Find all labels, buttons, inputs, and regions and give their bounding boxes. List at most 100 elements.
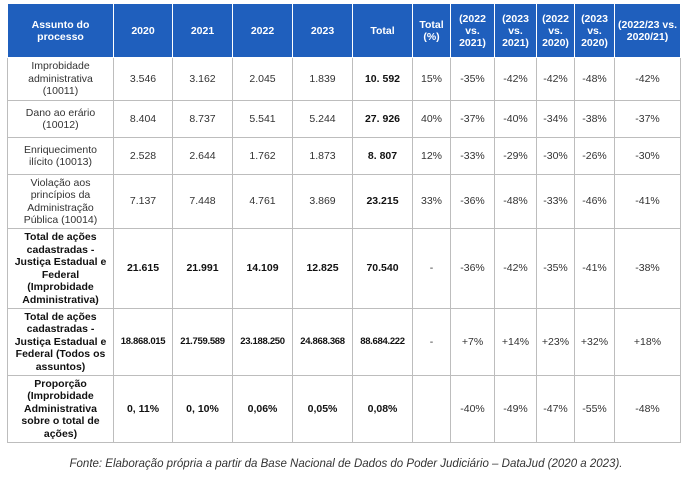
table-cell: 7.137 xyxy=(113,174,173,229)
row-label: Violação aos princípios da Administração… xyxy=(7,174,114,229)
row-label: Total de ações cadastradas - Justiça Est… xyxy=(7,308,114,376)
row-label: Enriquecimento ilícito (10013) xyxy=(7,137,114,175)
table-cell: 8. 807 xyxy=(352,137,413,175)
table-cell: 88.684.222 xyxy=(352,308,413,376)
table-cell: +18% xyxy=(614,308,681,376)
row-label: Total de ações cadastradas - Justiça Est… xyxy=(7,228,114,309)
table-cell: - xyxy=(412,228,451,309)
table-cell: 0,05% xyxy=(292,375,353,443)
table-cell: -38% xyxy=(614,228,681,309)
table-cell: 33% xyxy=(412,174,451,229)
table-cell: 5.541 xyxy=(232,100,293,138)
table-cell: 0, 11% xyxy=(113,375,173,443)
table-cell: -41% xyxy=(574,228,615,309)
table-cell: 15% xyxy=(412,57,451,101)
table-cell: -46% xyxy=(574,174,615,229)
table-cell: -48% xyxy=(494,174,537,229)
data-table-container: Assunto do processo 2020 2021 2022 2023 … xyxy=(7,3,681,443)
col-header: 2020 xyxy=(113,3,173,58)
table-cell: 70.540 xyxy=(352,228,413,309)
table-cell: -48% xyxy=(574,57,615,101)
table-cell: -42% xyxy=(494,57,537,101)
table-cell: 0,06% xyxy=(232,375,293,443)
table-cell: -48% xyxy=(614,375,681,443)
table-cell: -42% xyxy=(494,228,537,309)
table-cell: -40% xyxy=(450,375,495,443)
row-label: Improbidade administrativa (10011) xyxy=(7,57,114,101)
table-cell: -40% xyxy=(494,100,537,138)
table-cell: 24.868.368 xyxy=(292,308,353,376)
table-cell: -33% xyxy=(536,174,575,229)
table-cell: -36% xyxy=(450,228,495,309)
col-header: (2023 vs. 2021) xyxy=(494,3,537,58)
table-cell: - xyxy=(412,308,451,376)
col-header: (2023 vs. 2020) xyxy=(574,3,615,58)
table-cell: -42% xyxy=(536,57,575,101)
table-cell: 3.869 xyxy=(292,174,353,229)
table-cell: 40% xyxy=(412,100,451,138)
table-cell: 21.991 xyxy=(172,228,233,309)
table-cell: -34% xyxy=(536,100,575,138)
table-cell: 4.761 xyxy=(232,174,293,229)
col-header: Assunto do processo xyxy=(7,3,114,58)
table-cell: 21.615 xyxy=(113,228,173,309)
table-cell: -42% xyxy=(614,57,681,101)
col-header: (2022/23 vs. 2020/21) xyxy=(614,3,681,58)
table-cell: 2.045 xyxy=(232,57,293,101)
table-cell: -37% xyxy=(450,100,495,138)
improbidade-table: Assunto do processo 2020 2021 2022 2023 … xyxy=(7,3,681,443)
table-cell: 8.404 xyxy=(113,100,173,138)
table-cell: 8.737 xyxy=(172,100,233,138)
table-row: Total de ações cadastradas - Justiça Est… xyxy=(7,228,681,309)
source-note: Fonte: Elaboração própria a partir da Ba… xyxy=(69,458,623,470)
table-row: Improbidade administrativa (10011) 3.546… xyxy=(7,57,681,101)
table-cell: 12.825 xyxy=(292,228,353,309)
table-cell: +32% xyxy=(574,308,615,376)
table-cell: -35% xyxy=(536,228,575,309)
col-header: 2023 xyxy=(292,3,353,58)
table-cell: +7% xyxy=(450,308,495,376)
table-cell: 10. 592 xyxy=(352,57,413,101)
table-cell: 12% xyxy=(412,137,451,175)
table-row: Total de ações cadastradas - Justiça Est… xyxy=(7,308,681,376)
table-row: Proporção (Improbidade Administrativa so… xyxy=(7,375,681,443)
table-cell: -37% xyxy=(614,100,681,138)
table-cell: 23.215 xyxy=(352,174,413,229)
row-label: Dano ao erário (10012) xyxy=(7,100,114,138)
header-row: Assunto do processo 2020 2021 2022 2023 … xyxy=(7,3,681,58)
table-cell: 14.109 xyxy=(232,228,293,309)
col-header: 2021 xyxy=(172,3,233,58)
table-cell: +14% xyxy=(494,308,537,376)
table-cell: 0, 10% xyxy=(172,375,233,443)
table-cell: 0,08% xyxy=(352,375,413,443)
table-cell: -38% xyxy=(574,100,615,138)
table-cell: -33% xyxy=(450,137,495,175)
table-cell: -26% xyxy=(574,137,615,175)
table-cell: -30% xyxy=(536,137,575,175)
table-cell: -47% xyxy=(536,375,575,443)
table-cell: 3.162 xyxy=(172,57,233,101)
table-cell: 5.244 xyxy=(292,100,353,138)
table-cell: -49% xyxy=(494,375,537,443)
table-row: Violação aos princípios da Administração… xyxy=(7,174,681,229)
col-header: (2022 vs. 2020) xyxy=(536,3,575,58)
table-cell: -30% xyxy=(614,137,681,175)
table-cell: 1.762 xyxy=(232,137,293,175)
row-label: Proporção (Improbidade Administrativa so… xyxy=(7,375,114,443)
table-cell: 2.528 xyxy=(113,137,173,175)
table-cell: 21.759.589 xyxy=(172,308,233,376)
table-cell: 7.448 xyxy=(172,174,233,229)
table-cell xyxy=(412,375,451,443)
table-cell: -55% xyxy=(574,375,615,443)
table-cell: 18.868.015 xyxy=(113,308,173,376)
table-cell: 1.839 xyxy=(292,57,353,101)
table-cell: -36% xyxy=(450,174,495,229)
col-header: Total (%) xyxy=(412,3,451,58)
table-cell: 2.644 xyxy=(172,137,233,175)
table-row: Enriquecimento ilícito (10013) 2.528 2.6… xyxy=(7,137,681,175)
col-header: Total xyxy=(352,3,413,58)
table-cell: -29% xyxy=(494,137,537,175)
table-cell: 23.188.250 xyxy=(232,308,293,376)
table-cell: 27. 926 xyxy=(352,100,413,138)
table-cell: 1.873 xyxy=(292,137,353,175)
